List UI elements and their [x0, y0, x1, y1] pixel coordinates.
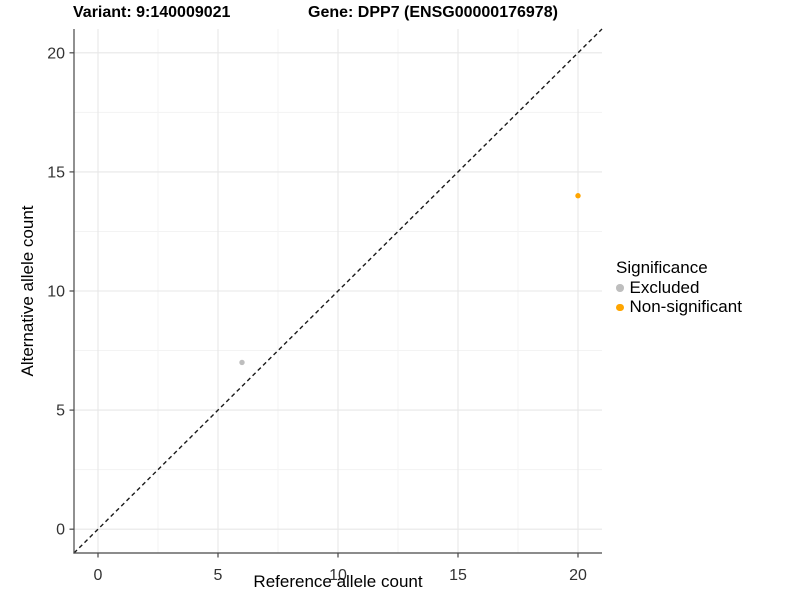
x-tick-label: 10: [329, 567, 347, 584]
axis-tick-labels: 0 5 10 15 20 0 5 10 15 20: [47, 45, 587, 584]
legend-dot-non-significant-icon: [616, 303, 624, 311]
x-tick-label: 20: [569, 567, 587, 584]
legend-item-excluded: Excluded: [616, 278, 742, 298]
point-non-significant: [575, 193, 581, 199]
legend-dot-excluded-icon: [616, 284, 624, 292]
x-tick-label: 0: [94, 567, 103, 584]
x-axis-title: Reference allele count: [253, 572, 423, 591]
x-tick-label: 5: [214, 567, 223, 584]
plot-title-gene: Gene: DPP7 (ENSG00000176978): [308, 4, 558, 21]
legend-title: Significance: [616, 258, 708, 277]
y-axis-title: Alternative allele count: [18, 205, 37, 377]
point-excluded: [239, 359, 245, 366]
legend-label-non-significant: Non-significant: [629, 297, 742, 317]
y-tick-label: 15: [47, 164, 65, 181]
identity-dashed-line: [73, 28, 603, 554]
y-tick-label: 10: [47, 284, 65, 301]
axis-tick-marks: [69, 52, 579, 558]
legend-item-non-significant: Non-significant: [616, 297, 742, 318]
plot-title-variant: Variant: 9:140009021: [73, 4, 231, 21]
legend-label-excluded: Excluded: [629, 277, 700, 297]
y-tick-label: 0: [56, 522, 65, 539]
x-tick-label: 15: [449, 567, 467, 584]
legend: Significance Excluded Non-significant: [616, 257, 742, 317]
y-tick-label: 5: [56, 403, 65, 420]
y-tick-label: 20: [47, 45, 65, 62]
data-points: [239, 193, 581, 366]
